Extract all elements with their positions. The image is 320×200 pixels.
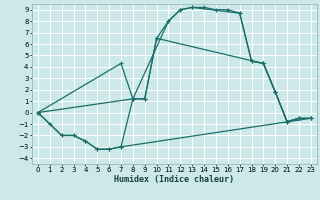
- X-axis label: Humidex (Indice chaleur): Humidex (Indice chaleur): [115, 175, 234, 184]
